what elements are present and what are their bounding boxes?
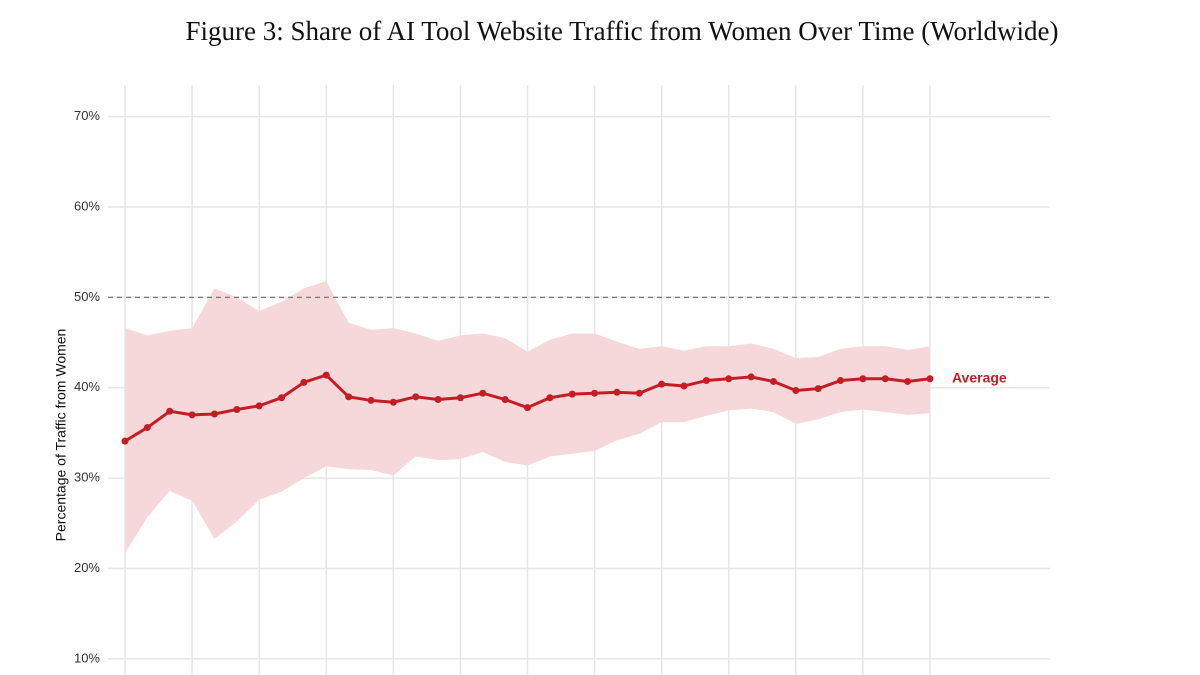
y-tick-label: 40% bbox=[74, 379, 100, 394]
data-point bbox=[635, 389, 643, 397]
data-point bbox=[568, 390, 576, 398]
data-point bbox=[166, 407, 174, 415]
data-point bbox=[725, 375, 733, 383]
data-point bbox=[769, 377, 777, 385]
data-point bbox=[658, 380, 666, 388]
data-point bbox=[546, 394, 554, 402]
data-point bbox=[501, 396, 509, 404]
data-point bbox=[300, 378, 308, 386]
data-point bbox=[121, 437, 129, 445]
y-tick-label: 20% bbox=[74, 560, 100, 575]
data-point bbox=[680, 382, 688, 390]
data-point bbox=[255, 402, 263, 410]
data-point bbox=[389, 398, 397, 406]
data-point bbox=[523, 404, 531, 412]
data-point bbox=[188, 411, 196, 419]
data-point bbox=[591, 389, 599, 397]
y-tick-label: 10% bbox=[74, 650, 100, 665]
y-tick-label: 30% bbox=[74, 470, 100, 485]
chart-title: Figure 3: Share of AI Tool Website Traff… bbox=[185, 16, 1058, 46]
data-point bbox=[233, 405, 241, 413]
data-point bbox=[792, 386, 800, 394]
data-point bbox=[859, 375, 867, 383]
data-point bbox=[613, 388, 621, 396]
data-point bbox=[456, 394, 464, 402]
data-point bbox=[367, 396, 375, 404]
data-point bbox=[904, 377, 912, 385]
data-point bbox=[881, 375, 889, 383]
data-point bbox=[814, 385, 822, 393]
y-axis-label: Percentage of Traffic from Women bbox=[53, 329, 69, 542]
range-band bbox=[125, 281, 930, 554]
y-tick-label: 70% bbox=[74, 108, 100, 123]
data-point bbox=[412, 393, 420, 401]
data-point bbox=[143, 424, 151, 432]
data-point bbox=[322, 371, 330, 379]
data-point bbox=[434, 396, 442, 404]
series-label: Average bbox=[952, 369, 1007, 385]
data-point bbox=[278, 394, 286, 402]
y-tick-label: 60% bbox=[74, 198, 100, 213]
data-point bbox=[210, 410, 218, 418]
data-point bbox=[345, 393, 353, 401]
data-point bbox=[926, 375, 934, 383]
data-point bbox=[837, 377, 845, 385]
data-point bbox=[702, 377, 710, 385]
data-point bbox=[479, 389, 487, 397]
data-point bbox=[747, 373, 755, 381]
y-tick-label: 50% bbox=[74, 289, 100, 304]
